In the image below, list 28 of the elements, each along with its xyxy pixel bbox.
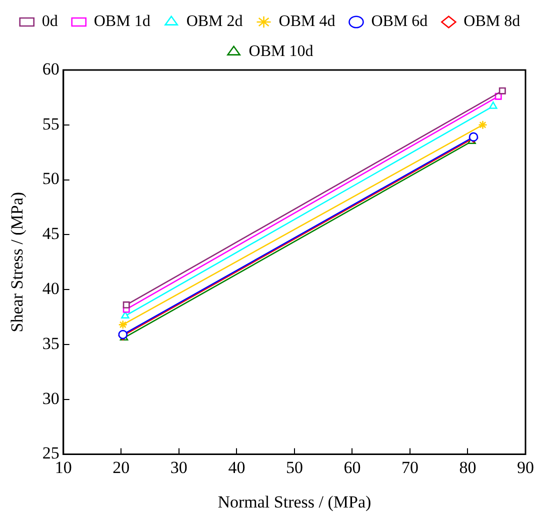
y-tick-label: 50 <box>42 169 60 188</box>
x-tick-label: 40 <box>228 458 246 477</box>
legend-label: OBM 8d <box>464 13 520 30</box>
x-axis-title: Normal Stress / (MPa) <box>218 492 372 512</box>
legend-label: OBM 4d <box>278 13 336 30</box>
point <box>478 120 488 130</box>
point <box>122 301 130 308</box>
x-tick-label: 60 <box>344 458 361 477</box>
legend-label: OBM 10d <box>248 43 314 60</box>
x-tick-label: 90 <box>517 458 534 477</box>
legend-label: OBM 2d <box>186 13 243 30</box>
y-tick-label: 55 <box>42 114 60 134</box>
y-tick-label: 45 <box>42 224 60 244</box>
x-tick-label: 50 <box>286 458 303 477</box>
y-tick-label: 60 <box>42 59 60 78</box>
legend-label: OBM 1d <box>94 13 150 30</box>
x-tick-label: 70 <box>401 458 418 477</box>
x-tick-label: 20 <box>112 458 130 477</box>
x-tick-label: 30 <box>170 458 188 477</box>
y-tick-label: 35 <box>42 334 60 353</box>
x-tick-label: 80 <box>459 458 476 477</box>
legend-label: OBM 6d <box>371 13 428 30</box>
y-tick-label: 30 <box>42 388 60 408</box>
point <box>498 87 506 94</box>
point <box>118 320 128 330</box>
y-tick-label: 40 <box>42 279 60 298</box>
legend-label: 0d <box>42 13 58 30</box>
y-axis-title: Shear Stress / (MPa) <box>8 192 27 332</box>
